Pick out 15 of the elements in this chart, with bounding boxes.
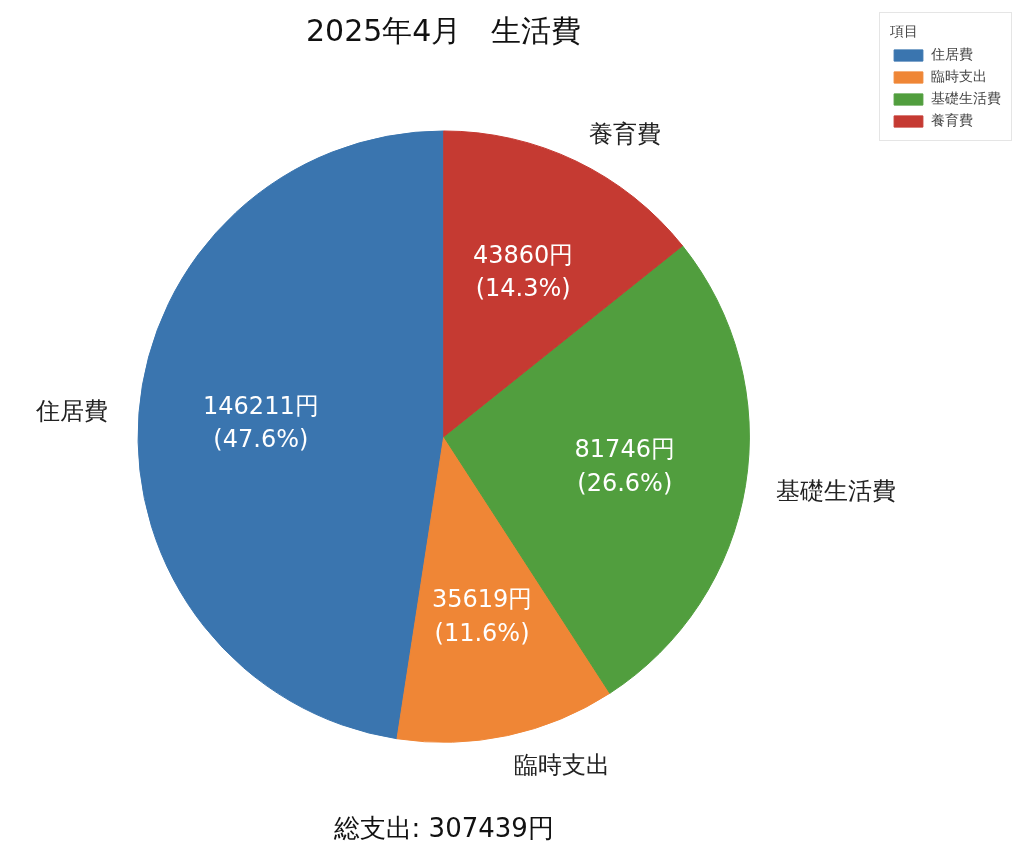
data-label: 35619円 (11.6%): [431, 585, 533, 647]
legend-label: 養育費: [931, 112, 973, 130]
legend-label: 基礎生活費: [931, 90, 1001, 108]
slice-label: 養育費: [589, 119, 662, 148]
legend-label: 臨時支出: [931, 68, 987, 86]
slice-label: 基礎生活費: [775, 476, 896, 505]
slice-label: 住居費: [35, 396, 109, 425]
slice-label: 臨時支出: [514, 751, 610, 780]
text: 総支出: 307439円: [332, 812, 554, 843]
data-label: 43860円 (14.3%): [473, 240, 574, 303]
legend-label: 住居費: [931, 46, 973, 64]
data-label: 146211円 (47.6%): [203, 391, 319, 454]
legend-title: 項目: [890, 23, 919, 41]
chart-title: 2025年4月 生活費: [306, 12, 582, 48]
data-label: 81746円 (26.6%): [574, 435, 675, 497]
